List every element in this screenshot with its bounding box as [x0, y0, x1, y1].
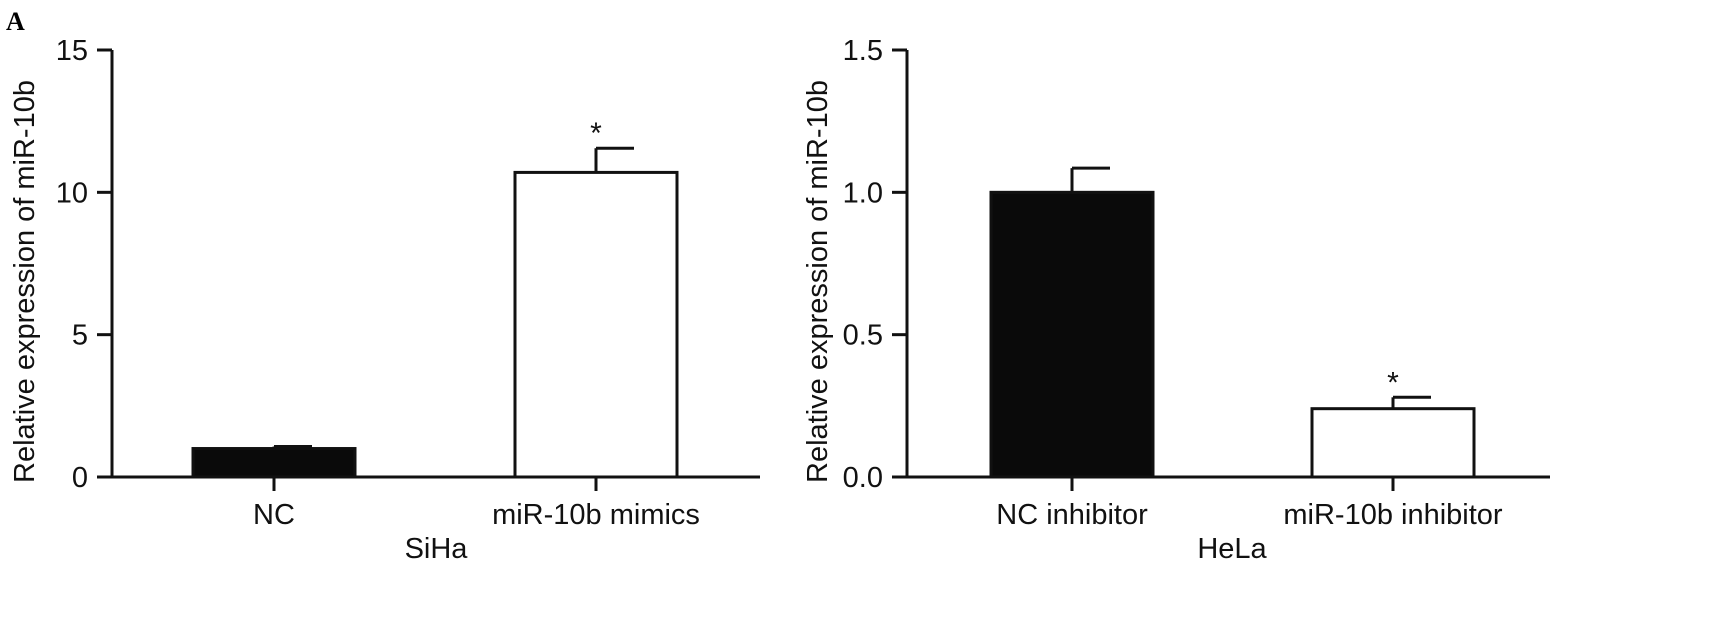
- y-tick-label: 10: [56, 177, 88, 209]
- x-tick-label: NC: [253, 499, 295, 531]
- x-tick-label: miR-10b inhibitor: [1283, 499, 1503, 531]
- bar: [191, 447, 357, 479]
- x-tick-label: miR-10b mimics: [492, 499, 700, 531]
- y-axis-title: Relative expression of miR-10b: [9, 80, 41, 483]
- y-tick-label: 0.5: [843, 320, 883, 352]
- y-axis-title: Relative expression of miR-10b: [802, 80, 834, 483]
- y-tick-label: 0: [72, 462, 88, 494]
- y-tick-label: 5: [72, 320, 88, 352]
- chart-hela: 0.0 0.5 1.0 1.5 NC inhibitor * miR-10b inhibit…: [802, 35, 1550, 565]
- x-tick-label: NC inhibitor: [996, 499, 1148, 531]
- significance-marker: *: [1387, 366, 1399, 399]
- y-tick-label: 1.0: [843, 177, 883, 209]
- x-axis-label: SiHa: [405, 533, 469, 565]
- x-axis-label: HeLa: [1197, 533, 1267, 565]
- significance-marker: *: [590, 117, 602, 150]
- bar: [513, 170, 679, 479]
- y-tick-label: 1.5: [843, 35, 883, 67]
- chart-siha: 0 5 10 15 NC * miR-10b mimics SiHa Relative expr…: [9, 35, 760, 565]
- y-tick-label: 0.0: [843, 462, 883, 494]
- panel-label: A: [6, 7, 25, 36]
- y-tick-label: 15: [56, 35, 88, 67]
- bar: [1310, 407, 1476, 479]
- bar: [989, 190, 1155, 479]
